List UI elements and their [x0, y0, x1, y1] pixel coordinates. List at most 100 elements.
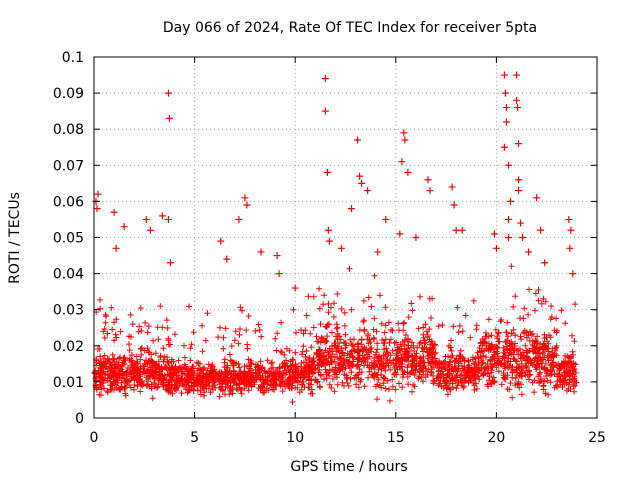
roti-point	[275, 270, 283, 278]
roti-point	[569, 270, 577, 278]
roti-point	[533, 194, 541, 202]
x-tick-label: 5	[190, 430, 199, 446]
y-axis-title: ROTI / TECUs	[7, 192, 23, 284]
roti-point	[164, 215, 172, 223]
roti-point	[500, 71, 508, 79]
roti-point	[142, 215, 150, 223]
roti-point	[504, 161, 512, 169]
y-tick-label: 0.06	[53, 194, 84, 210]
roti-point	[490, 230, 498, 238]
x-tick-label: 0	[90, 430, 99, 446]
roti-point	[400, 129, 408, 137]
x-tick-label: 20	[487, 430, 505, 446]
roti-point	[458, 226, 466, 234]
y-tick-label: 0.07	[53, 158, 84, 174]
roti-point	[323, 169, 331, 177]
roti-point	[110, 208, 118, 216]
roti-point	[515, 176, 523, 184]
roti-point	[541, 259, 549, 267]
x-tick-label: 25	[588, 430, 606, 446]
x-tick-label: 15	[387, 430, 405, 446]
y-tick-label: 0.05	[53, 231, 84, 247]
roti-point	[325, 237, 333, 245]
roti-point	[223, 255, 231, 263]
roti-point	[321, 107, 329, 115]
roti-point	[291, 284, 299, 292]
roti-point	[426, 187, 434, 195]
roti-point	[502, 118, 510, 126]
roti-point	[500, 143, 508, 151]
roti-point	[504, 234, 512, 241]
roti-point	[165, 114, 173, 122]
roti-point	[273, 252, 281, 260]
roti-point	[424, 176, 432, 184]
roti-point	[567, 226, 575, 234]
roti-point	[519, 234, 527, 241]
roti-point	[120, 223, 128, 231]
y-tick-label: 0.03	[53, 303, 84, 319]
roti-point	[93, 205, 101, 213]
roti-point	[241, 194, 249, 202]
roti-point	[450, 201, 458, 209]
roti-point	[514, 104, 522, 112]
roti-point	[404, 169, 412, 177]
roti-point	[502, 104, 510, 112]
x-axis-tick-labels: 0 5 10 15 20 25	[90, 430, 606, 446]
y-tick-label: 0.01	[53, 375, 84, 391]
roti-point	[401, 136, 409, 144]
roti-point	[235, 215, 243, 223]
roti-point	[374, 248, 382, 256]
axis-ticks	[93, 56, 598, 419]
roti-point	[146, 226, 154, 234]
roti-point	[382, 215, 390, 223]
roti-point	[515, 140, 523, 148]
roti-point	[112, 244, 120, 252]
roti-point	[566, 244, 574, 252]
roti-point	[412, 234, 420, 241]
y-axis-tick-labels: 0 0.01 0.02 0.03 0.04 0.05 0.06 0.07 0.08 0.09 0.1	[53, 50, 84, 427]
roti-point	[364, 187, 372, 195]
roti-point	[515, 187, 523, 195]
roti-point	[354, 136, 362, 144]
roti-point	[513, 96, 521, 104]
roti-point	[257, 248, 265, 256]
y-tick-label: 0.1	[62, 50, 84, 66]
roti-point	[525, 248, 533, 256]
roti-point	[452, 226, 460, 234]
chart-title: Day 066 of 2024, Rate Of TEC Index for r…	[163, 20, 537, 36]
roti-point	[565, 215, 573, 223]
roti-point	[396, 230, 404, 238]
roti-point-cloud	[91, 263, 580, 405]
roti-point	[337, 244, 345, 252]
x-axis-title: GPS time / hours	[290, 459, 407, 475]
roti-point	[217, 237, 225, 245]
roti-point	[398, 158, 406, 166]
x-tick-label: 10	[286, 430, 304, 446]
roti-point	[501, 89, 509, 97]
roti-point	[517, 219, 525, 227]
roti-point	[356, 172, 364, 180]
y-tick-label: 0.04	[53, 267, 84, 283]
roti-point	[164, 89, 172, 97]
roti-point	[94, 190, 102, 198]
roti-point	[506, 197, 514, 205]
roti-point	[358, 179, 366, 187]
roti-point	[324, 226, 332, 234]
roti-point	[513, 71, 521, 79]
y-tick-label: 0.02	[53, 339, 84, 355]
y-tick-label: 0.09	[53, 86, 84, 102]
y-tick-label: 0.08	[53, 122, 84, 138]
y-tick-label: 0	[75, 411, 84, 427]
roti-point	[348, 205, 356, 213]
roti-point	[504, 215, 512, 223]
roti-point	[537, 226, 545, 234]
roti-point	[448, 183, 456, 191]
roti-point	[158, 212, 166, 220]
roti-point	[166, 259, 174, 267]
roti-point	[492, 244, 500, 252]
data-points	[91, 71, 580, 405]
roti-point	[321, 75, 329, 83]
roti-point	[243, 201, 251, 209]
